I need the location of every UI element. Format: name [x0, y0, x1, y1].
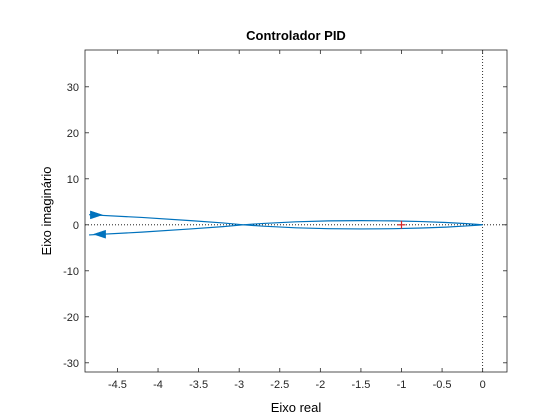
x-axis-ticks: -4.5 -4 -3.5 -3 -2.5 -2 -1.5 -1 -0.5 0 — [108, 50, 486, 391]
y-tick-label: 20 — [67, 128, 79, 140]
y-axis-ticks: -30 -20 -10 0 10 20 30 — [63, 82, 507, 370]
plot-frame — [84, 49, 508, 373]
nyquist-curve-1 — [89, 214, 483, 230]
x-tick-label: 0 — [480, 379, 486, 391]
x-axis-label: Eixo real — [271, 400, 322, 415]
x-tick-label: -2.5 — [270, 379, 289, 391]
x-tick-label: -1.5 — [351, 379, 370, 391]
x-tick-label: -0.5 — [433, 379, 452, 391]
y-tick-label: 0 — [73, 220, 79, 232]
direction-arrow-2 — [92, 229, 106, 239]
chart-title: Controlador PID — [246, 28, 346, 43]
y-axis-label: Eixo imaginário — [39, 167, 54, 256]
y-tick-label: -10 — [63, 266, 79, 278]
y-tick-label: -30 — [63, 358, 79, 370]
direction-arrow-1 — [90, 210, 104, 220]
x-tick-label: -3 — [234, 379, 244, 391]
x-tick-label: -4 — [153, 379, 163, 391]
x-tick-label: -4.5 — [108, 379, 127, 391]
x-tick-label: -2 — [315, 379, 325, 391]
reference-lines — [85, 50, 507, 372]
plot-area — [85, 50, 507, 372]
series-layer — [89, 214, 483, 236]
y-tick-label: 10 — [67, 174, 79, 186]
marker-layer — [90, 210, 406, 239]
x-tick-label: -1 — [397, 379, 407, 391]
x-tick-label: -3.5 — [189, 379, 208, 391]
critical-point-marker — [397, 220, 406, 229]
nyquist-curve-2 — [89, 220, 483, 236]
y-tick-label: 30 — [67, 82, 79, 94]
y-tick-label: -20 — [63, 312, 79, 324]
